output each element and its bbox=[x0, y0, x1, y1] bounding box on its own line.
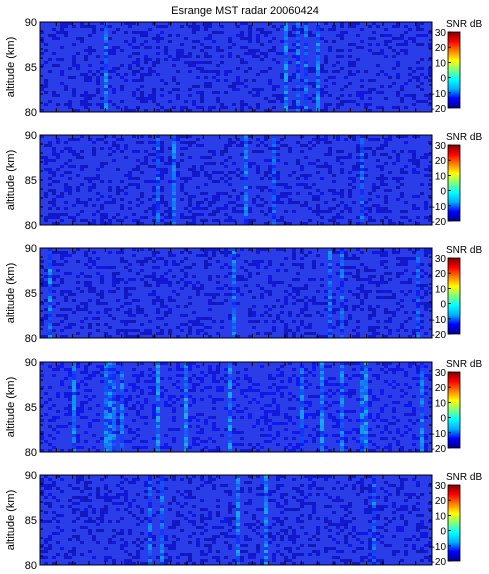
y-axis-label: altitude (km) bbox=[5, 490, 17, 551]
heatmap-cells bbox=[40, 135, 432, 225]
colorbar-tick-label: -20 bbox=[432, 330, 447, 341]
colorbar-tick-label: 20 bbox=[435, 43, 447, 54]
y-tick-label: 80 bbox=[25, 333, 37, 345]
colorbar-label: SNR dB bbox=[446, 245, 482, 256]
y-tick-label: 90 bbox=[25, 17, 37, 29]
y-tick-label: 90 bbox=[25, 130, 37, 142]
colorbar-tick-label: 30 bbox=[435, 28, 447, 39]
y-axis-label: altitude (km) bbox=[5, 150, 17, 211]
colorbar-tick-label: 10 bbox=[435, 511, 447, 522]
colorbar-tick-label: 0 bbox=[440, 74, 446, 85]
colorbar-label: SNR dB bbox=[446, 132, 482, 143]
y-tick-label: 80 bbox=[25, 560, 37, 572]
y-tick-label: 90 bbox=[25, 243, 37, 255]
colorbar-tick-label: 30 bbox=[435, 254, 447, 265]
y-axis-label: altitude (km) bbox=[5, 37, 17, 98]
colorbar bbox=[447, 371, 461, 449]
y-axis-label: altitude (km) bbox=[5, 377, 17, 438]
y-tick-label: 90 bbox=[25, 357, 37, 369]
colorbar bbox=[447, 144, 461, 222]
y-tick-label: 80 bbox=[25, 447, 37, 459]
colorbar-tick-label: 30 bbox=[435, 481, 447, 492]
colorbar-tick-label: 0 bbox=[440, 187, 446, 198]
colorbar-tick-label: 20 bbox=[435, 496, 447, 507]
colorbar-label: SNR dB bbox=[446, 472, 482, 483]
colorbar-tick-label: 20 bbox=[435, 156, 447, 167]
colorbar-label: SNR dB bbox=[446, 19, 482, 30]
colorbar-tick-label: 30 bbox=[435, 368, 447, 379]
colorbar-tick-label: -10 bbox=[432, 89, 447, 100]
colorbar bbox=[447, 484, 461, 562]
colorbar-tick-label: 10 bbox=[435, 58, 447, 69]
figure-title: Esrange MST radar 20060424 bbox=[171, 5, 319, 17]
heatmap-cells bbox=[40, 475, 432, 565]
heatmap-cells bbox=[40, 248, 432, 338]
colorbar-tick-label: -20 bbox=[432, 444, 447, 455]
colorbar-tick-label: 0 bbox=[440, 414, 446, 425]
colorbar-tick-label: 0 bbox=[440, 300, 446, 311]
colorbar-tick-label: -10 bbox=[432, 202, 447, 213]
colorbar-tick-label: 20 bbox=[435, 269, 447, 280]
colorbar bbox=[447, 257, 461, 335]
colorbar-tick-label: 10 bbox=[435, 398, 447, 409]
colorbar-tick-label: 10 bbox=[435, 171, 447, 182]
y-tick-label: 85 bbox=[25, 288, 37, 300]
y-tick-label: 85 bbox=[25, 62, 37, 74]
colorbar-tick-label: -10 bbox=[432, 429, 447, 440]
y-tick-label: 80 bbox=[25, 107, 37, 119]
y-tick-label: 85 bbox=[25, 175, 37, 187]
colorbar-tick-label: -20 bbox=[432, 557, 447, 568]
y-tick-label: 85 bbox=[25, 515, 37, 527]
colorbar-tick-label: -20 bbox=[432, 217, 447, 228]
heatmap-cells bbox=[40, 362, 432, 452]
colorbar-label: SNR dB bbox=[446, 359, 482, 370]
colorbar-tick-label: 20 bbox=[435, 383, 447, 394]
colorbar-tick-label: -20 bbox=[432, 104, 447, 115]
y-tick-label: 90 bbox=[25, 470, 37, 482]
colorbar bbox=[447, 31, 461, 109]
heatmap-cells bbox=[40, 22, 432, 112]
colorbar-tick-label: -10 bbox=[432, 542, 447, 553]
colorbar-tick-label: 10 bbox=[435, 284, 447, 295]
colorbar-tick-label: 30 bbox=[435, 141, 447, 152]
colorbar-tick-label: -10 bbox=[432, 315, 447, 326]
y-tick-label: 80 bbox=[25, 220, 37, 232]
y-axis-label: altitude (km) bbox=[5, 263, 17, 324]
y-tick-label: 85 bbox=[25, 402, 37, 414]
colorbar-tick-label: 0 bbox=[440, 527, 446, 538]
